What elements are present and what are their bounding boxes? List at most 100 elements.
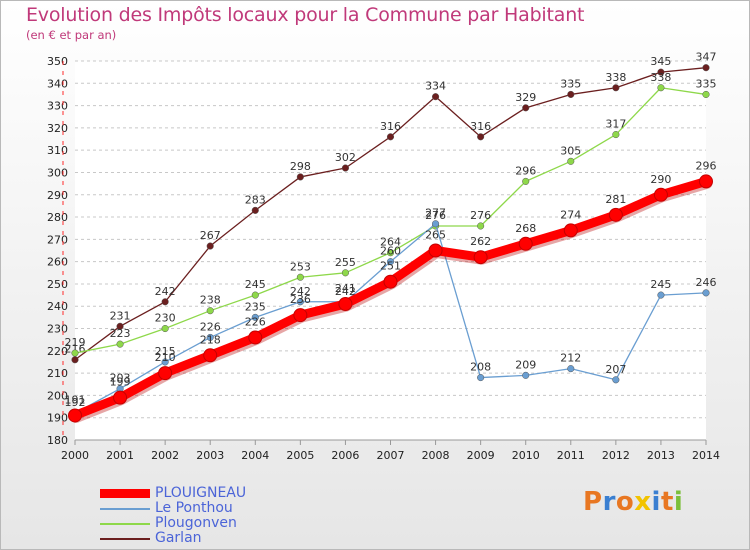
- data-point: [161, 324, 169, 333]
- data-label: 226: [200, 320, 221, 333]
- data-label: 192: [65, 396, 86, 409]
- data-label: 218: [200, 333, 221, 346]
- data-label: 338: [605, 71, 626, 84]
- legend-swatch: [100, 508, 150, 510]
- data-point: [206, 242, 214, 250]
- legend-label: PLOUIGNEAU: [155, 485, 247, 501]
- data-point: [567, 365, 575, 373]
- data-point: [251, 313, 259, 321]
- data-label: 203: [110, 372, 131, 385]
- data-label: 253: [290, 260, 311, 273]
- data-point: [161, 298, 169, 306]
- data-label: 231: [110, 309, 131, 322]
- data-label: 260: [380, 245, 401, 258]
- data-point: [68, 408, 82, 423]
- data-point: [116, 322, 124, 330]
- legend-label: Le Ponthou: [155, 500, 233, 516]
- data-point: [71, 356, 79, 364]
- data-label: 236: [290, 293, 311, 306]
- data-label: 207: [605, 363, 626, 376]
- data-point: [612, 376, 620, 384]
- data-label: 230: [155, 312, 176, 325]
- logo-letter: i: [673, 487, 684, 517]
- data-point: [386, 258, 395, 266]
- data-label: 199: [110, 376, 131, 389]
- data-label: 255: [335, 256, 356, 269]
- data-point: [702, 64, 710, 72]
- y-tick-label: 300: [47, 166, 68, 179]
- y-tick-label: 210: [47, 367, 68, 380]
- data-point: [341, 269, 349, 277]
- data-label: 281: [605, 193, 626, 206]
- logo-letter: x: [634, 487, 652, 517]
- data-label: 335: [696, 77, 717, 90]
- data-point: [653, 187, 668, 202]
- data-label: 210: [155, 351, 176, 364]
- x-tick-label: 2007: [377, 449, 405, 462]
- legend-label: Garlan: [155, 530, 202, 546]
- x-tick-label: 2006: [331, 449, 359, 462]
- y-tick-label: 250: [47, 278, 68, 291]
- data-point: [386, 133, 395, 141]
- data-label: 262: [470, 235, 491, 248]
- x-tick-label: 2011: [557, 449, 585, 462]
- logo-letter: t: [660, 487, 674, 517]
- y-tick-label: 340: [47, 77, 68, 90]
- y-tick-label: 290: [47, 189, 68, 202]
- data-label: 242: [335, 285, 356, 298]
- data-label: 317: [605, 118, 626, 131]
- data-point: [612, 84, 620, 92]
- data-label: 226: [245, 315, 266, 328]
- data-point: [293, 308, 308, 323]
- data-point: [657, 291, 665, 299]
- data-label: 265: [425, 229, 446, 242]
- x-tick-label: 2001: [106, 449, 134, 462]
- data-point: [522, 177, 530, 185]
- x-tick-label: 2013: [647, 449, 675, 462]
- data-point: [432, 220, 440, 228]
- data-label: 274: [560, 208, 581, 221]
- data-label: 215: [155, 345, 176, 358]
- data-point: [702, 90, 710, 98]
- data-point: [386, 249, 395, 257]
- data-label: 296: [515, 164, 536, 177]
- data-label: 246: [696, 276, 717, 289]
- legend-swatch: [100, 538, 150, 540]
- chart-subtitle: (en € et par an): [26, 28, 117, 42]
- y-tick-label: 280: [47, 211, 68, 224]
- data-point: [567, 157, 575, 165]
- y-tick-label: 330: [47, 100, 68, 113]
- data-label: 268: [515, 222, 536, 235]
- data-label: 298: [290, 160, 311, 173]
- data-point: [657, 84, 665, 92]
- data-label: 245: [245, 278, 266, 291]
- data-label: 335: [560, 77, 581, 90]
- data-label: 242: [290, 285, 311, 298]
- data-label: 276: [470, 209, 491, 222]
- x-tick-label: 2003: [196, 449, 224, 462]
- data-point: [206, 307, 214, 315]
- data-point: [383, 274, 398, 289]
- legend-label: Plougonven: [155, 515, 237, 531]
- data-label: 238: [200, 294, 221, 307]
- logo-letter: r: [602, 487, 616, 517]
- data-label: 245: [650, 278, 671, 291]
- y-tick-label: 230: [47, 323, 68, 336]
- y-tick-label: 270: [47, 233, 68, 246]
- data-point: [161, 358, 169, 366]
- logo-letter: P: [583, 487, 603, 517]
- data-label: 345: [650, 55, 671, 68]
- y-tick-label: 240: [47, 300, 68, 313]
- data-label: 316: [380, 120, 401, 133]
- data-label: 235: [245, 300, 266, 313]
- data-label: 334: [425, 80, 446, 93]
- data-point: [473, 250, 488, 265]
- data-point: [477, 374, 485, 382]
- data-point: [113, 390, 128, 405]
- x-tick-label: 2014: [692, 449, 720, 462]
- data-label: 191: [65, 393, 86, 406]
- data-point: [248, 330, 263, 345]
- data-point: [251, 291, 259, 299]
- proxiti-logo: Proxiti: [583, 487, 683, 517]
